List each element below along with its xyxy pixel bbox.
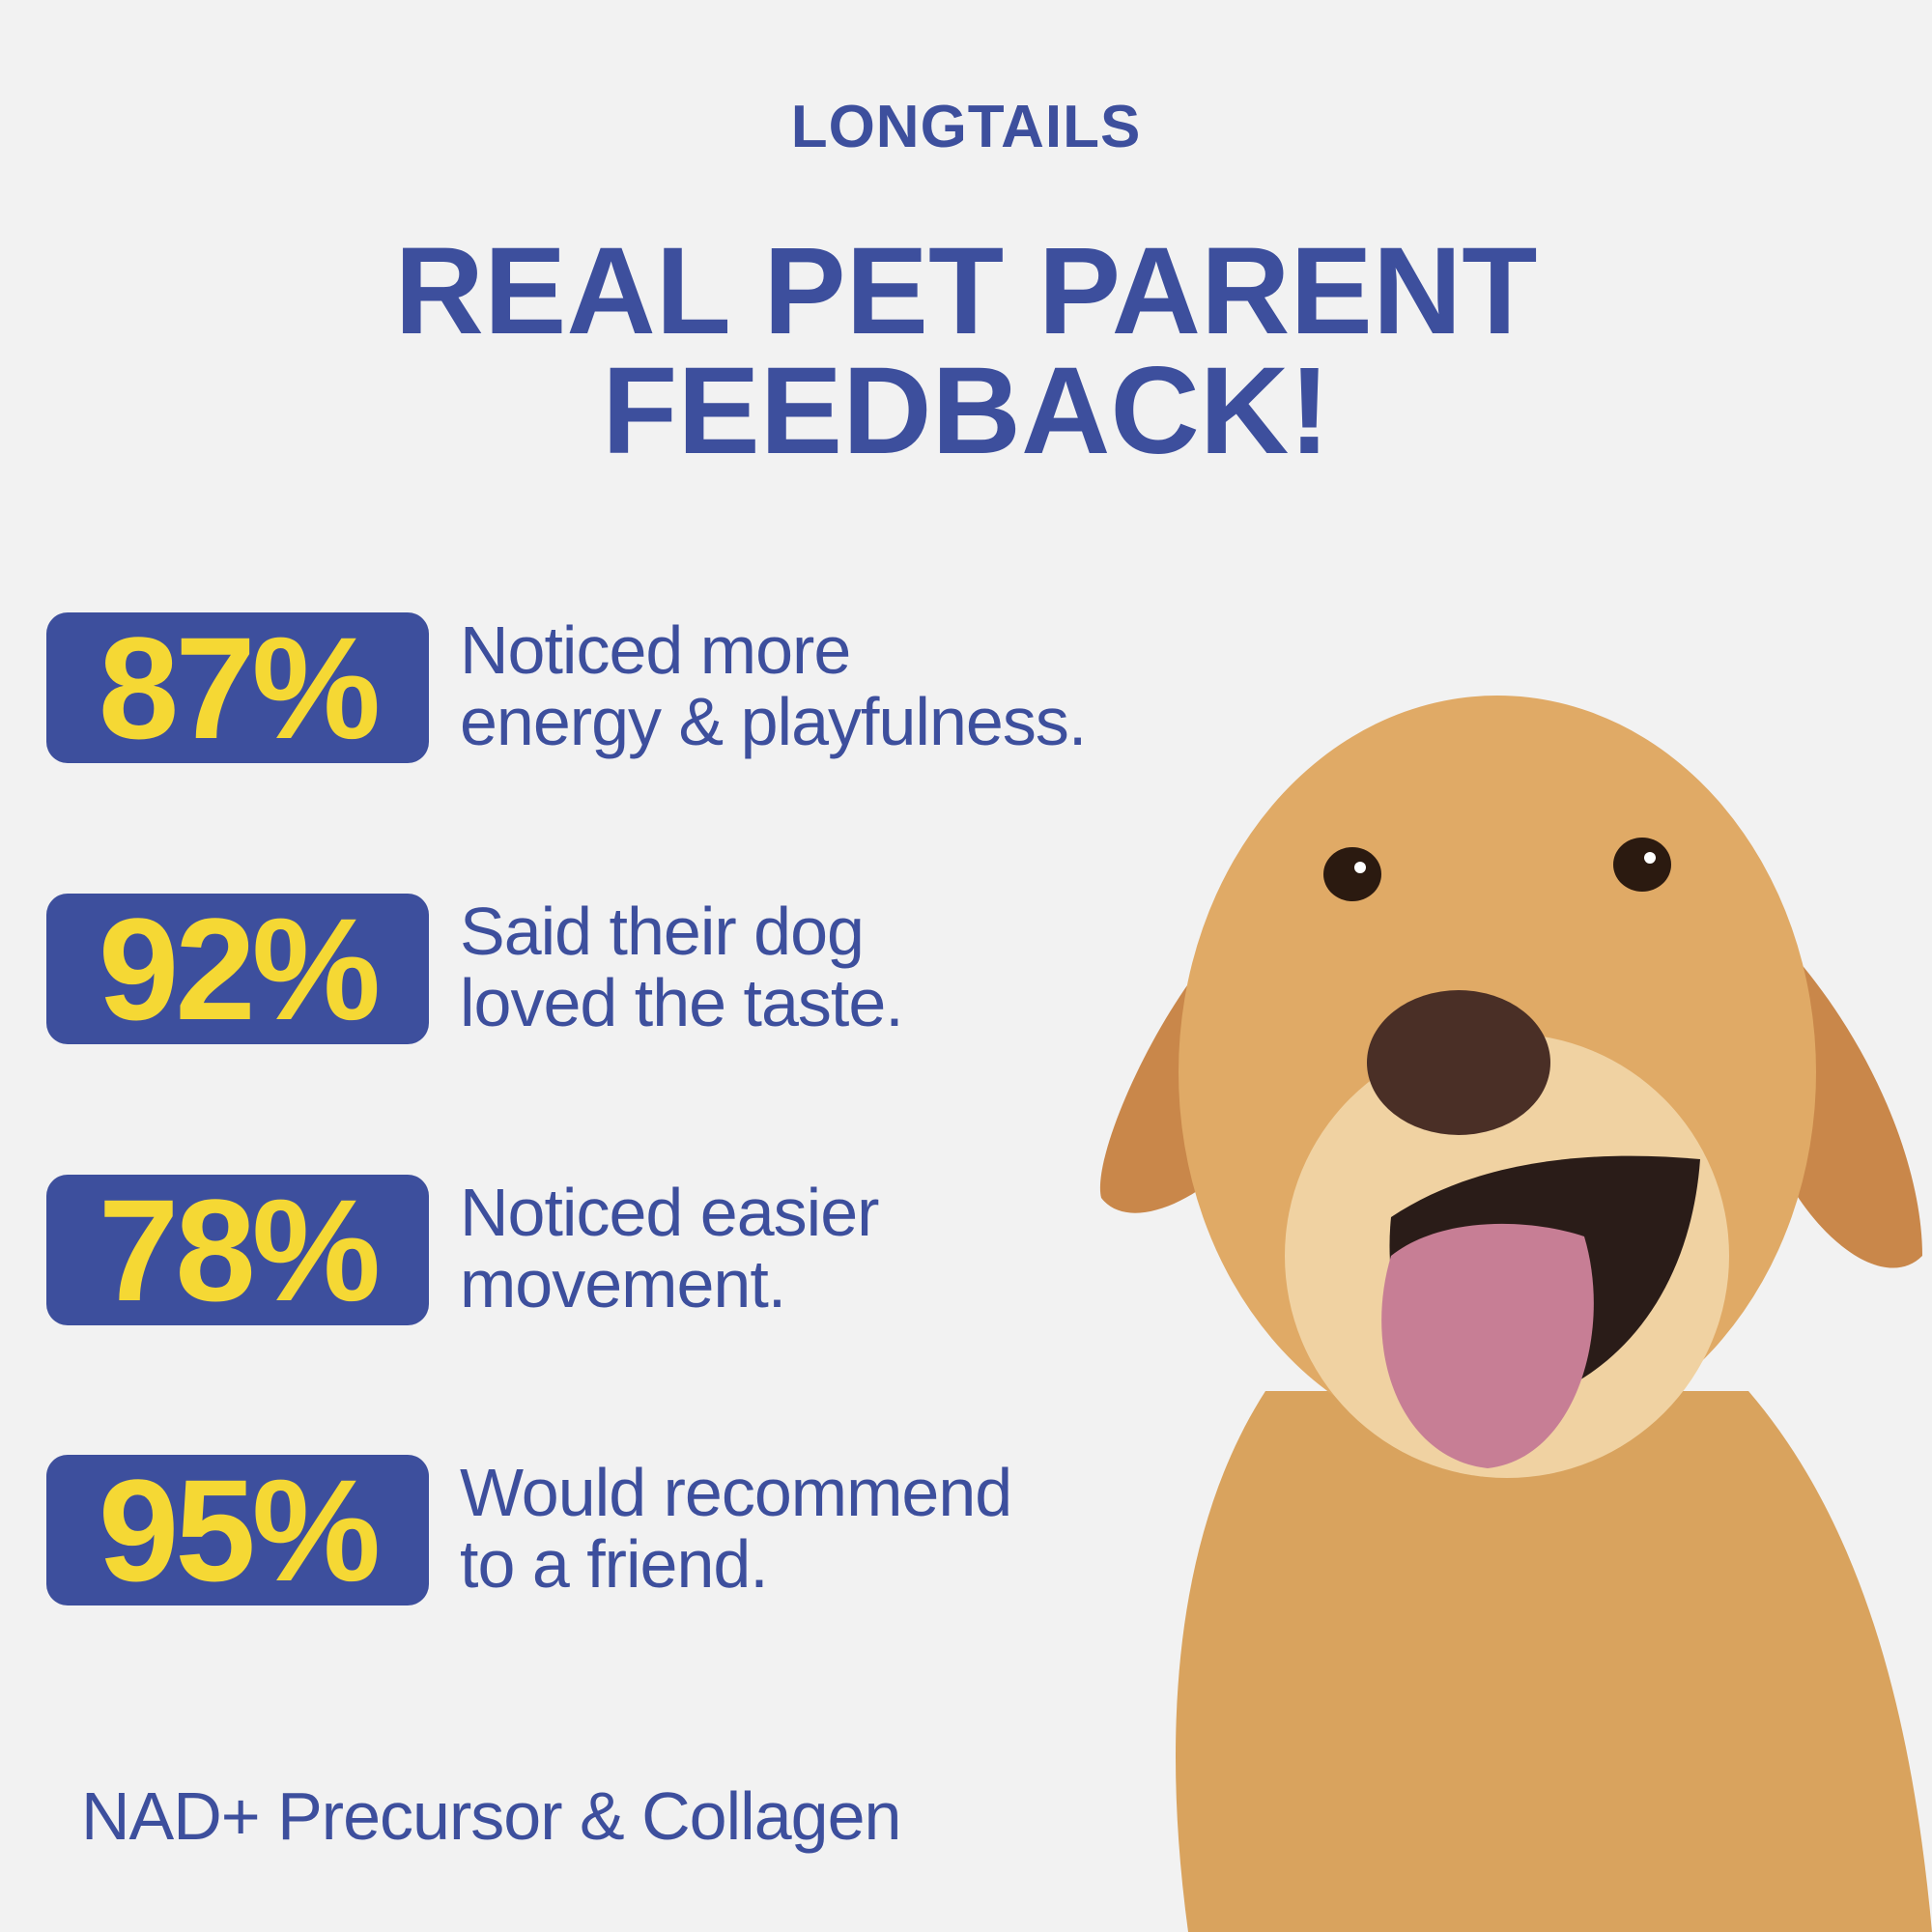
footer-text: NAD+ Precursor & Collagen (81, 1778, 901, 1854)
title: FEEDBACK! (602, 342, 1330, 480)
stat-badge: 87% (46, 607, 429, 769)
stat-description: to a friend. (460, 1526, 769, 1602)
stat-description: Would recommend (460, 1455, 1012, 1530)
stat-badge: 92% (46, 888, 429, 1050)
stat-description: Said their dog (460, 894, 865, 969)
logo: LONGTAILS (790, 94, 1142, 160)
stat-badge: 95% (46, 1449, 429, 1611)
stat-description: Noticed easier (460, 1175, 879, 1250)
stat-badge: 78% (46, 1169, 429, 1331)
stat-description: movement. (460, 1246, 786, 1321)
stat-description: loved the taste. (460, 965, 904, 1040)
stat-description: energy & playfulness. (460, 684, 1087, 759)
stat-description: Noticed more (460, 612, 851, 688)
dog-illustration (1099, 696, 1932, 1932)
title: REAL PET PARENT (394, 222, 1538, 360)
